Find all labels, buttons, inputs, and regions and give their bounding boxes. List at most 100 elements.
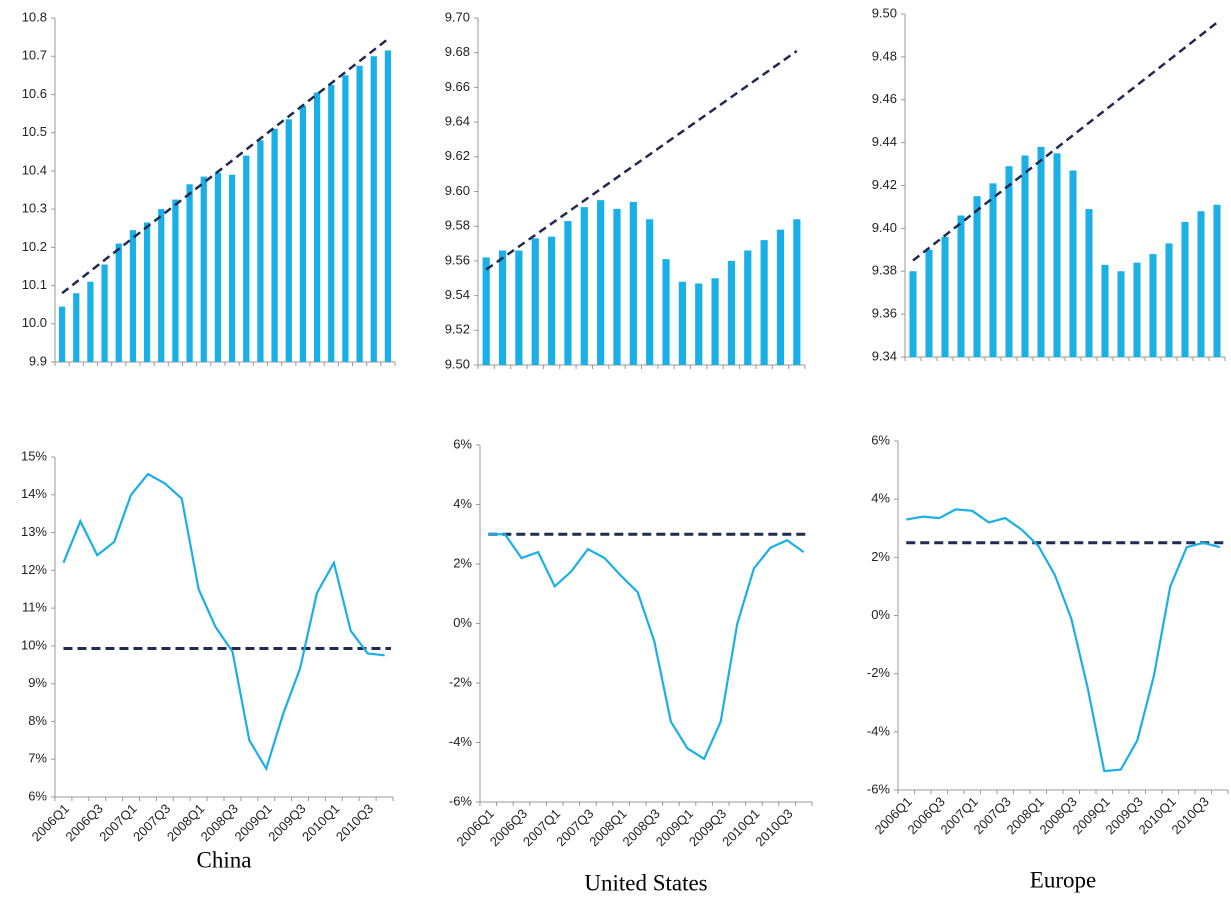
- y-tick-label: 10.2: [22, 239, 47, 254]
- y-tick-label: 2%: [871, 549, 890, 564]
- y-tick-label: -6%: [867, 781, 891, 796]
- bar: [744, 250, 752, 365]
- trend-line: [912, 21, 1218, 262]
- bar: [613, 208, 621, 365]
- bar: [115, 243, 122, 362]
- bar: [1197, 211, 1205, 357]
- y-tick-label: 9.70: [445, 9, 470, 24]
- bar: [228, 174, 236, 362]
- bar: [384, 50, 392, 362]
- data-line: [488, 533, 805, 761]
- y-tick-label: 9.60: [445, 183, 470, 198]
- y-tick-label: -2%: [449, 674, 473, 689]
- y-tick-label: 10.8: [22, 9, 47, 24]
- y-tick-label: 4%: [871, 491, 890, 506]
- y-tick-label: 9.58: [445, 218, 470, 233]
- bar: [58, 306, 66, 362]
- y-tick-label: 6%: [871, 432, 890, 447]
- bar: [776, 229, 785, 365]
- bar: [711, 278, 719, 365]
- y-tick-label: 9.36: [872, 306, 897, 321]
- bar: [646, 219, 654, 365]
- bar: [370, 56, 377, 362]
- y-tick-label: 9.54: [445, 287, 470, 302]
- bar: [793, 219, 801, 365]
- bar: [564, 220, 572, 365]
- y-tick-label: 7%: [28, 751, 47, 766]
- y-tick-label: 2%: [453, 555, 472, 570]
- y-tick-label: 9.44: [872, 134, 897, 149]
- data-line: [906, 508, 1221, 773]
- bar: [989, 183, 997, 357]
- y-tick-label: 14%: [21, 486, 47, 501]
- y-tick-label: 9.68: [445, 44, 470, 59]
- bar: [760, 240, 768, 365]
- y-tick-label: 9.50: [872, 5, 897, 20]
- bar: [662, 259, 670, 365]
- y-tick-label: 12%: [21, 562, 47, 577]
- bar: [1005, 166, 1013, 357]
- bar: [515, 250, 523, 365]
- bar: [186, 184, 193, 362]
- bar: [101, 264, 108, 362]
- bar: [941, 236, 949, 357]
- bar: [1165, 243, 1173, 357]
- bar: [73, 293, 80, 362]
- y-tick-label: 9.52: [445, 322, 470, 337]
- bar: [257, 140, 264, 362]
- bar: [172, 199, 179, 362]
- caption: United States: [584, 870, 707, 895]
- bar: [356, 65, 363, 363]
- bar: [129, 230, 137, 362]
- data-line: [62, 472, 385, 772]
- x-tick-label: 2010Q3: [333, 801, 376, 844]
- y-tick-label: 9.40: [872, 220, 897, 235]
- bar: [597, 200, 605, 365]
- y-tick-label: -6%: [449, 793, 473, 808]
- bar: [1085, 209, 1093, 357]
- bar: [313, 92, 321, 363]
- y-tick-label: 10.5: [22, 124, 47, 139]
- bar: [342, 75, 349, 362]
- bar: [87, 281, 94, 362]
- y-tick-label: 9.62: [445, 148, 470, 163]
- bar: [531, 238, 539, 365]
- y-tick-label: 9.48: [872, 48, 897, 63]
- x-tick-label: 2010Q3: [752, 806, 795, 849]
- x-tick-label: 2010Q3: [1168, 794, 1211, 837]
- y-tick-label: 0%: [871, 607, 890, 622]
- y-tick-label: 10.6: [22, 86, 47, 101]
- bar: [1149, 254, 1157, 357]
- y-tick-label: 8%: [28, 713, 47, 728]
- y-tick-label: 10.0: [22, 315, 47, 330]
- bar: [158, 209, 165, 362]
- y-tick-label: 6%: [28, 788, 47, 803]
- bar: [678, 281, 686, 365]
- bar: [973, 196, 981, 357]
- y-tick-label: 9.46: [872, 91, 897, 106]
- y-tick-label: 0%: [453, 615, 472, 630]
- bar: [1117, 271, 1125, 357]
- y-tick-label: 10.7: [22, 48, 47, 63]
- bar: [1133, 262, 1141, 357]
- y-tick-label: 6%: [453, 436, 472, 451]
- y-tick-label: 9%: [28, 675, 47, 690]
- bar: [482, 257, 490, 365]
- bar: [727, 260, 736, 365]
- y-tick-label: 15%: [21, 448, 47, 463]
- y-tick-label: 9.66: [445, 79, 470, 94]
- bar: [629, 201, 637, 365]
- bar: [243, 155, 250, 362]
- y-tick-label: 13%: [21, 524, 47, 539]
- y-tick-label: 9.64: [445, 114, 470, 129]
- bar: [957, 215, 965, 357]
- y-tick-label: 9.9: [29, 353, 47, 368]
- bar: [1021, 155, 1029, 357]
- y-tick-label: 10.3: [22, 201, 47, 216]
- bar: [1181, 221, 1189, 357]
- caption: China: [197, 847, 252, 872]
- y-tick-label: 10.1: [22, 277, 47, 292]
- bar: [925, 249, 933, 357]
- y-tick-label: 9.50: [445, 356, 470, 371]
